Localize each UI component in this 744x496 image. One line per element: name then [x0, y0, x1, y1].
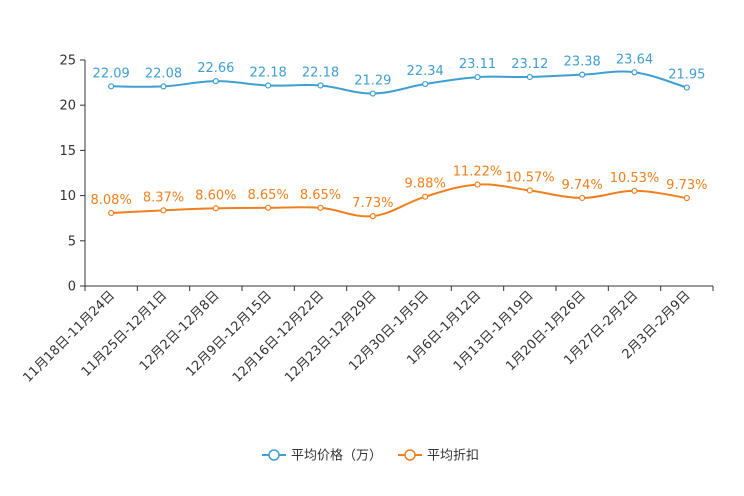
data-label: 8.65%: [300, 188, 341, 203]
data-label: 22.66: [197, 61, 234, 76]
data-label: 9.88%: [405, 177, 446, 192]
data-point: [317, 82, 324, 89]
data-point: [265, 204, 272, 211]
data-point: [160, 207, 167, 214]
legend-label: 平均折扣: [427, 449, 479, 464]
series-line: [111, 183, 687, 218]
data-point: [474, 181, 481, 188]
data-label: 22.18: [250, 65, 287, 80]
series-0: 22.09 22.08 22.66 22.18 22.18 21.29 22.34 23.11…: [93, 52, 705, 97]
data-label: 8.08%: [91, 193, 132, 208]
data-point: [422, 80, 429, 88]
data-label: 22.09: [93, 66, 130, 81]
data-point: [474, 73, 481, 81]
data-label: 9.74%: [562, 178, 603, 193]
data-label: 22.18: [302, 65, 339, 80]
data-point: [683, 84, 690, 91]
data-point: [579, 71, 586, 78]
x-tick-label: 12月16日-12月22日: [230, 288, 327, 385]
x-tick-label: 12月23日-12月29日: [282, 288, 379, 385]
series-layer: 22.09 22.08 22.66 22.18 22.18 21.29 22.34 23.11…: [91, 52, 707, 220]
data-point: [317, 204, 324, 211]
y-tick-label: 10: [59, 189, 76, 204]
y-tick-label: 20: [59, 99, 76, 114]
y-tick-label: 25: [59, 54, 76, 69]
data-label: 10.53%: [610, 171, 660, 186]
axes-layer: 051015202511月18日-11月24日11月25日-12月1日12月2日…: [21, 54, 714, 386]
data-label: 8.60%: [195, 188, 236, 203]
data-point: [683, 194, 690, 202]
legend-item-0: 平均价格（万）: [262, 448, 382, 464]
data-point: [579, 194, 586, 202]
series-1: 8.08% 8.37% 8.60% 8.65% 8.65% 7.73% 9.88% 11.22…: [91, 165, 707, 220]
data-point: [369, 90, 376, 97]
legend-item-1: 平均折扣: [398, 449, 479, 464]
legend-marker: [404, 449, 416, 461]
series-line: [111, 70, 688, 95]
data-label: 22.08: [145, 66, 182, 81]
legend-marker: [268, 449, 280, 461]
data-label: 23.38: [564, 55, 601, 70]
data-label: 11.22%: [453, 165, 503, 180]
data-point: [212, 205, 219, 212]
y-tick-label: 0: [68, 280, 76, 295]
x-tick-label: 11月18日-11月24日: [21, 288, 118, 385]
data-point: [369, 213, 376, 220]
data-label: 8.65%: [248, 188, 289, 203]
data-label: 22.34: [407, 64, 444, 79]
data-point: [265, 82, 272, 89]
data-point: [212, 78, 219, 85]
data-point: [631, 69, 638, 76]
data-label: 10.57%: [505, 170, 555, 185]
data-label: 9.73%: [666, 178, 707, 193]
data-label: 23.11: [459, 57, 496, 72]
data-point: [160, 83, 167, 90]
data-point: [631, 187, 638, 194]
data-label: 8.37%: [143, 190, 184, 205]
y-tick-label: 5: [68, 234, 76, 249]
data-point: [422, 193, 429, 200]
legend: 平均价格（万） 平均折扣: [262, 448, 479, 464]
data-point: [526, 187, 533, 194]
data-label: 23.12: [511, 57, 548, 72]
data-label: 21.95: [668, 68, 705, 83]
data-label: 21.29: [354, 74, 391, 89]
data-label: 23.64: [616, 52, 653, 67]
data-point: [108, 209, 115, 217]
y-tick-label: 15: [59, 144, 76, 159]
data-label: 7.73%: [352, 196, 393, 211]
legend-label: 平均价格（万）: [291, 448, 382, 464]
data-point: [526, 73, 533, 81]
data-point: [108, 83, 115, 90]
